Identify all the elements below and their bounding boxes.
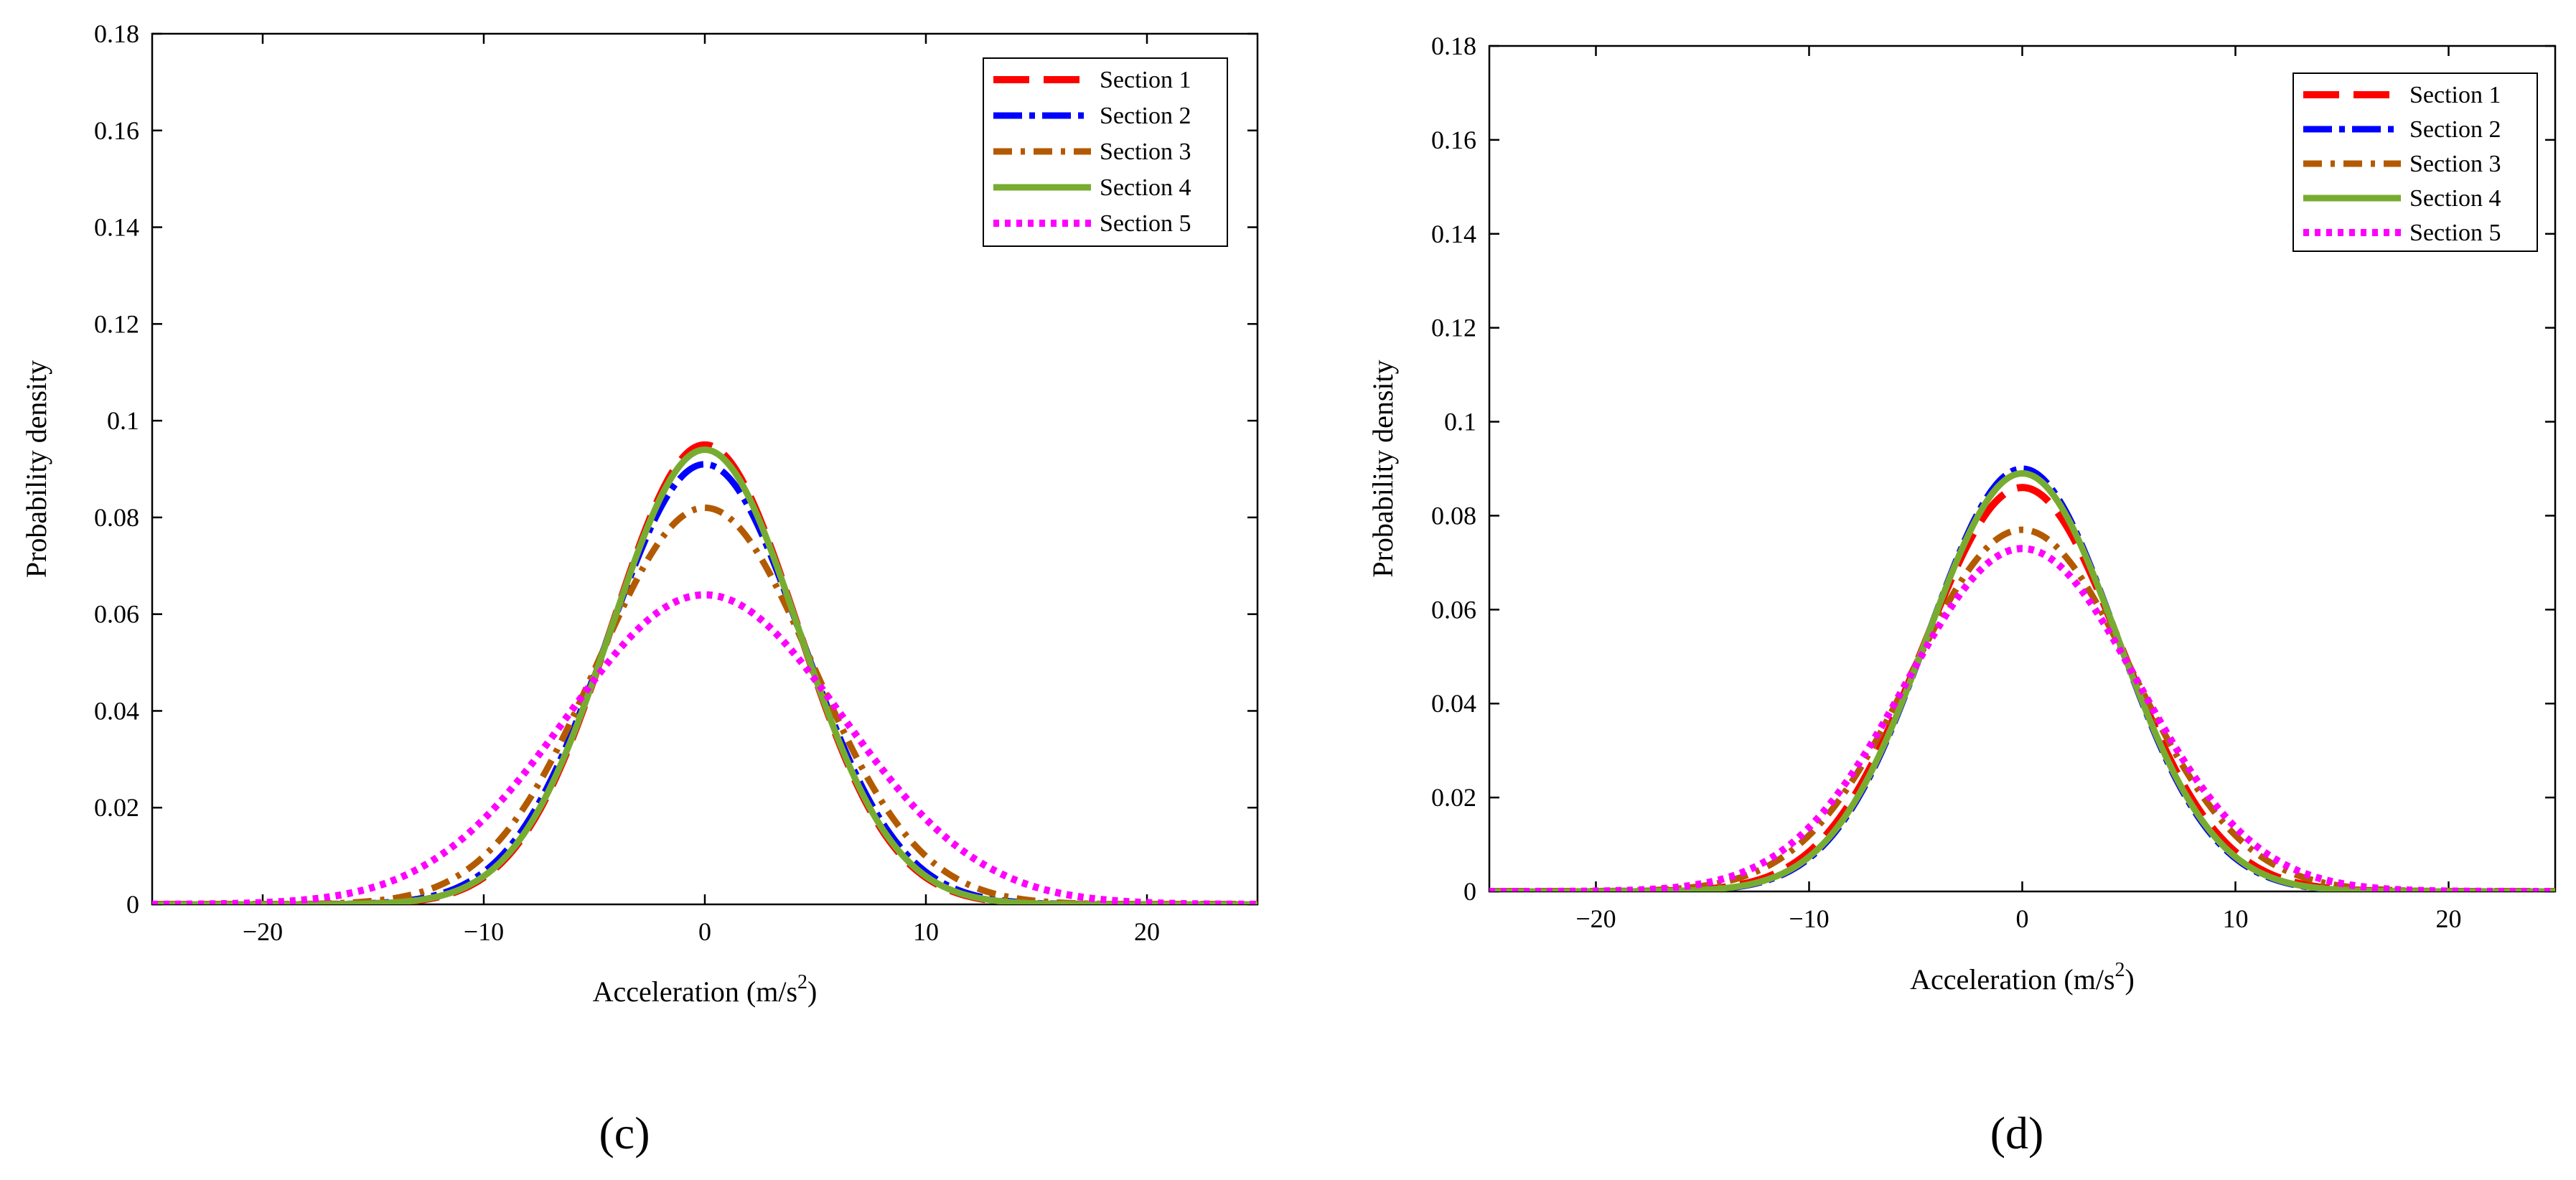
x-tick-label: −10 (1789, 904, 1829, 933)
y-tick-label: 0.18 (1431, 32, 1476, 60)
legend-label: Section 5 (2409, 220, 2501, 246)
panel-label: (d) (1990, 1108, 2044, 1158)
y-tick-label: 0.08 (94, 503, 139, 532)
legend-label: Section 2 (2409, 116, 2501, 143)
x-tick-label: 0 (2016, 904, 2029, 933)
x-tick-label: −20 (1575, 904, 1616, 933)
chart-panel-c: −20 −10 0 10 20 0 0.02 0.04 0.06 0.08 0.1 0.12 0.14 0… (20, 19, 1259, 1158)
legend-label: Section 1 (2409, 82, 2501, 108)
legend-label: Section 1 (1100, 67, 1191, 93)
y-tick-label: 0 (126, 890, 139, 919)
legend-label: Section 3 (1100, 139, 1191, 165)
y-tick-label: 0.02 (94, 793, 139, 822)
x-axis-label: Acceleration (m/s2) (1910, 959, 2135, 996)
y-tick-label: 0.04 (1431, 689, 1476, 718)
series-line-section-3 (1489, 526, 2555, 891)
legend-label: Section 4 (2409, 185, 2501, 212)
legend-label: Section 3 (2409, 151, 2501, 177)
y-tick-label: 0.06 (1431, 595, 1476, 624)
series-line-section-3 (152, 504, 1257, 904)
panel-label: (c) (599, 1108, 650, 1158)
x-tick-label: −20 (243, 917, 283, 946)
y-tick-label: 0.14 (94, 213, 139, 242)
series-line-section-5 (152, 591, 1257, 904)
y-tick-label: 0.04 (94, 696, 139, 725)
y-tick-label: 0.02 (1431, 783, 1476, 812)
y-tick-label: 0.12 (1431, 314, 1476, 342)
legend-label: Section 2 (1100, 103, 1191, 129)
y-tick-label: 0.06 (94, 600, 139, 629)
x-tick-label: 20 (2436, 904, 2462, 933)
x-tick-label: 20 (1134, 917, 1160, 946)
y-tick-label: 0.1 (1444, 408, 1476, 436)
legend-label: Section 4 (1100, 174, 1191, 201)
y-tick-label: 0.1 (107, 406, 139, 435)
y-tick-label: 0.16 (1431, 126, 1476, 154)
x-tick-label: 0 (698, 917, 711, 946)
y-tick-label: 0 (1463, 877, 1476, 906)
series-line-section-1 (152, 441, 1257, 904)
y-tick-label: 0.08 (1431, 501, 1476, 530)
x-axis-label: Acceleration (m/s2) (593, 971, 818, 1008)
legend-label: Section 5 (1100, 210, 1191, 237)
y-tick-label: 0.16 (94, 116, 139, 145)
x-tick-label: −10 (464, 917, 504, 946)
y-tick-label: 0.18 (94, 19, 139, 48)
y-axis-label: Probability density (20, 360, 52, 578)
x-tick-label: 10 (2223, 904, 2249, 933)
series-line-section-2 (152, 461, 1257, 904)
y-axis-label: Probability density (1367, 360, 1399, 577)
chart-panel-d: −20 −10 0 10 20 0 0.02 0.04 0.06 0.08 0.1 0.12 0.14 0… (1367, 32, 2557, 1158)
series-line-section-4 (152, 446, 1257, 904)
series-line-section-5 (1489, 545, 2555, 891)
y-tick-label: 0.12 (94, 309, 139, 338)
y-tick-label: 0.14 (1431, 220, 1476, 248)
series-line-section-4 (1489, 470, 2555, 891)
x-tick-label: 10 (913, 917, 939, 946)
